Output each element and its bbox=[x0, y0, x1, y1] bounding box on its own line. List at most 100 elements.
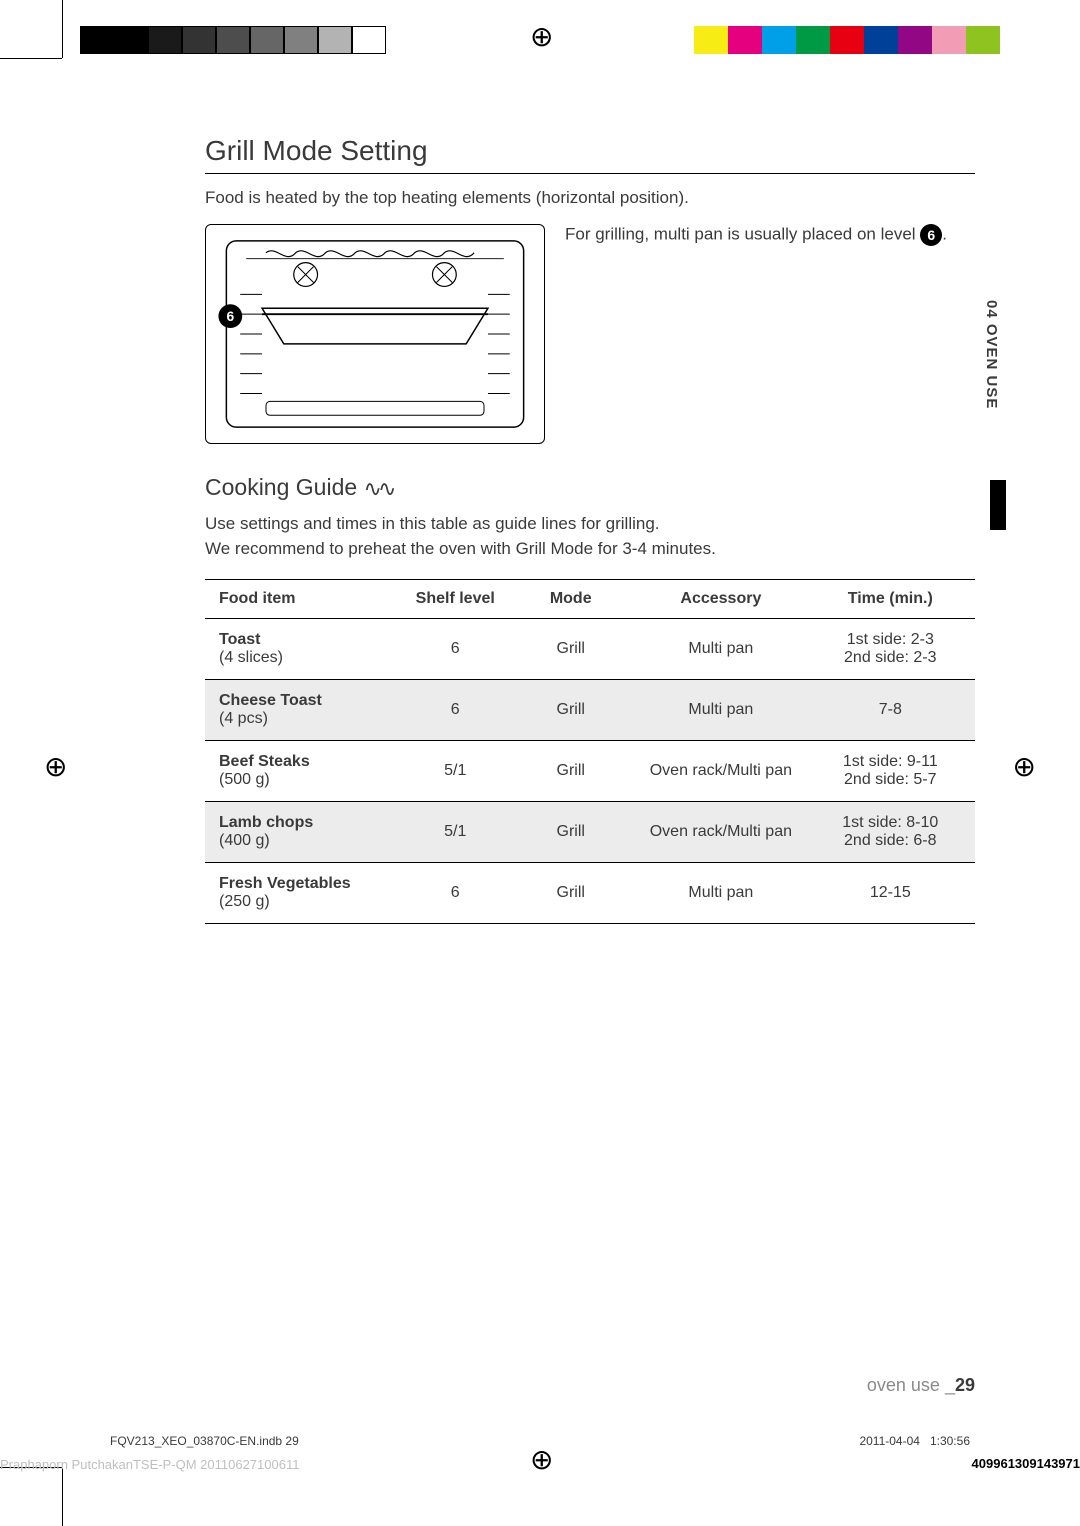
gray-swatch bbox=[250, 26, 284, 54]
time-line: 1st side: 9-11 bbox=[814, 753, 967, 771]
gray-swatch bbox=[182, 26, 216, 54]
food-name: Beef Steaks bbox=[219, 753, 397, 771]
cell-food-item: Beef Steaks(500 g) bbox=[205, 741, 405, 802]
page-footer: oven use _29 bbox=[205, 1375, 975, 1396]
watermark-text: Praphaporn PutchakanTSE-P-QM 20110627100… bbox=[0, 1457, 299, 1472]
guide-line-2: We recommend to preheat the oven with Gr… bbox=[205, 539, 716, 558]
document-code: 409961309143971 bbox=[972, 1456, 1080, 1471]
cell-food-item: Lamb chops(400 g) bbox=[205, 802, 405, 863]
color-swatch bbox=[796, 26, 830, 54]
cell-mode: Grill bbox=[505, 802, 636, 863]
cell-mode: Grill bbox=[505, 741, 636, 802]
cell-shelf: 5/1 bbox=[405, 741, 505, 802]
figure-caption: For grilling, multi pan is usually place… bbox=[565, 224, 975, 444]
figure-text-after: . bbox=[942, 224, 947, 243]
food-name: Cheese Toast bbox=[219, 692, 397, 710]
cell-food-item: Toast(4 slices) bbox=[205, 619, 405, 680]
cell-shelf: 5/1 bbox=[405, 802, 505, 863]
col-mode: Mode bbox=[505, 580, 636, 619]
table-row: Fresh Vegetables(250 g)6GrillMulti pan12… bbox=[205, 863, 975, 924]
time-line: 1st side: 8-10 bbox=[814, 814, 967, 832]
cell-food-item: Cheese Toast(4 pcs) bbox=[205, 680, 405, 741]
food-qty: (4 slices) bbox=[219, 649, 397, 667]
food-qty: (400 g) bbox=[219, 832, 397, 850]
svg-text:6: 6 bbox=[226, 308, 234, 324]
food-name: Lamb chops bbox=[219, 814, 397, 832]
cell-accessory: Oven rack/Multi pan bbox=[636, 741, 805, 802]
color-swatch bbox=[694, 26, 728, 54]
level-badge-icon: 6 bbox=[920, 224, 942, 246]
cell-time: 1st side: 8-102nd side: 6-8 bbox=[806, 802, 975, 863]
footer-label: oven use _ bbox=[867, 1375, 955, 1395]
time-line: 1st side: 2-3 bbox=[814, 631, 967, 649]
color-swatch bbox=[762, 26, 796, 54]
time-line: 2nd side: 6-8 bbox=[814, 832, 967, 850]
color-swatch bbox=[966, 26, 1000, 54]
crop-mark bbox=[0, 58, 62, 59]
time-line: 2nd side: 5-7 bbox=[814, 771, 967, 789]
gray-swatch bbox=[352, 26, 386, 54]
section-tab-marker bbox=[990, 480, 1006, 530]
registration-mark-icon: ⊕ bbox=[1013, 750, 1036, 783]
cell-mode: Grill bbox=[505, 619, 636, 680]
color-swatch bbox=[864, 26, 898, 54]
cooking-guide-table: Food item Shelf level Mode Accessory Tim… bbox=[205, 579, 975, 924]
time-line: 7-8 bbox=[814, 701, 967, 719]
gray-swatch bbox=[216, 26, 250, 54]
food-qty: (4 pcs) bbox=[219, 710, 397, 728]
cell-food-item: Fresh Vegetables(250 g) bbox=[205, 863, 405, 924]
time-line: 12-15 bbox=[814, 884, 967, 902]
col-time: Time (min.) bbox=[806, 580, 975, 619]
cell-time: 1st side: 9-112nd side: 5-7 bbox=[806, 741, 975, 802]
guide-line-1: Use settings and times in this table as … bbox=[205, 514, 660, 533]
color-swatch bbox=[898, 26, 932, 54]
cell-mode: Grill bbox=[505, 680, 636, 741]
color-swatch bbox=[830, 26, 864, 54]
table-row: Toast(4 slices)6GrillMulti pan1st side: … bbox=[205, 619, 975, 680]
cell-shelf: 6 bbox=[405, 680, 505, 741]
subsection-heading: Cooking Guide ∿∿ bbox=[205, 474, 975, 502]
time-line: 2nd side: 2-3 bbox=[814, 649, 967, 667]
table-row: Beef Steaks(500 g)5/1GrillOven rack/Mult… bbox=[205, 741, 975, 802]
gray-swatch bbox=[318, 26, 352, 54]
col-food-item: Food item bbox=[205, 580, 405, 619]
color-swatch bbox=[932, 26, 966, 54]
cell-time: 12-15 bbox=[806, 863, 975, 924]
gray-swatch bbox=[114, 26, 148, 54]
crop-mark bbox=[62, 0, 63, 58]
col-accessory: Accessory bbox=[636, 580, 805, 619]
section-tab-label: 04 OVEN USE bbox=[983, 300, 1000, 409]
cooking-guide-title: Cooking Guide bbox=[205, 474, 357, 500]
food-qty: (500 g) bbox=[219, 771, 397, 789]
print-metadata: FQV213_XEO_03870C-EN.indb 29 2011-04-04 … bbox=[110, 1434, 970, 1448]
table-row: Lamb chops(400 g)5/1GrillOven rack/Multi… bbox=[205, 802, 975, 863]
cell-time: 1st side: 2-32nd side: 2-3 bbox=[806, 619, 975, 680]
table-row: Cheese Toast(4 pcs)6GrillMulti pan7-8 bbox=[205, 680, 975, 741]
cell-accessory: Multi pan bbox=[636, 619, 805, 680]
cell-shelf: 6 bbox=[405, 619, 505, 680]
gray-swatch bbox=[148, 26, 182, 54]
intro-text: Food is heated by the top heating elemen… bbox=[205, 188, 975, 208]
table-header-row: Food item Shelf level Mode Accessory Tim… bbox=[205, 580, 975, 619]
food-name: Toast bbox=[219, 631, 397, 649]
food-qty: (250 g) bbox=[219, 893, 397, 911]
gray-swatch bbox=[80, 26, 114, 54]
section-heading: Grill Mode Setting bbox=[205, 135, 975, 174]
page-content: Grill Mode Setting Food is heated by the… bbox=[205, 135, 975, 924]
cell-accessory: Multi pan bbox=[636, 863, 805, 924]
registration-mark-icon: ⊕ bbox=[44, 750, 67, 783]
col-shelf-level: Shelf level bbox=[405, 580, 505, 619]
page-number: 29 bbox=[955, 1375, 975, 1395]
source-file: FQV213_XEO_03870C-EN.indb 29 bbox=[110, 1434, 299, 1448]
cell-accessory: Oven rack/Multi pan bbox=[636, 802, 805, 863]
crop-mark bbox=[62, 1468, 63, 1526]
cell-shelf: 6 bbox=[405, 863, 505, 924]
print-time: 1:30:56 bbox=[930, 1434, 970, 1448]
cell-accessory: Multi pan bbox=[636, 680, 805, 741]
cell-mode: Grill bbox=[505, 863, 636, 924]
food-name: Fresh Vegetables bbox=[219, 875, 397, 893]
guide-description: Use settings and times in this table as … bbox=[205, 512, 975, 561]
oven-diagram: 6 bbox=[205, 224, 545, 444]
print-date: 2011-04-04 bbox=[859, 1434, 920, 1448]
print-calibration-bar bbox=[80, 26, 1000, 54]
